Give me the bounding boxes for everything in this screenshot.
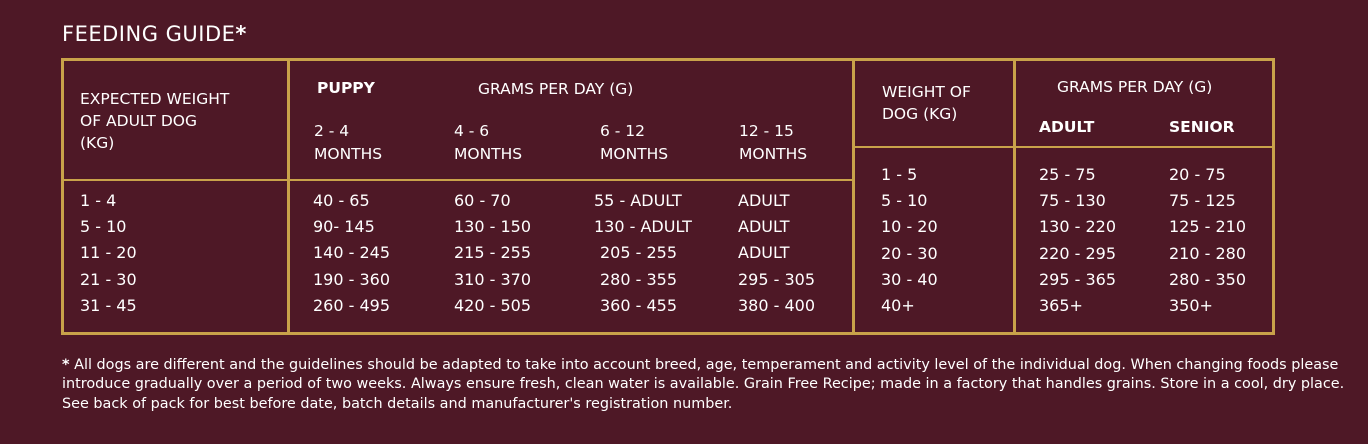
grams-cell: ADULT	[738, 243, 790, 263]
dog-weight-cell: 40+	[881, 295, 915, 315]
puppy-table-header-divider	[61, 179, 855, 181]
grams-cell: 55 - ADULT	[594, 191, 682, 210]
puppy-12-15-column: ADULT ADULT ADULT 295 - 305 380 - 400	[738, 188, 815, 319]
senior-cell: 20 - 75	[1169, 165, 1226, 184]
footnote-asterisk: *	[62, 357, 70, 373]
dog-weight-cell: 5 - 10	[881, 191, 928, 211]
grams-cell: 190 - 360	[313, 269, 391, 289]
grams-cell: 140 - 245	[313, 243, 391, 263]
puppy-2-4-column: 40 - 65 90- 145 140 - 245 190 - 360 260 …	[313, 188, 390, 319]
grams-cell: 90- 145	[313, 217, 375, 237]
grams-cell: 280 - 355	[600, 269, 678, 289]
dog-weight-column: 1 - 5 5 - 10 10 - 20 20 - 30 30 - 40 40+	[881, 162, 938, 319]
puppy-weight-column: 1 - 4 5 - 10 11 - 20 21 - 30 31 - 45	[80, 188, 137, 319]
grams-cell: 360 - 455	[600, 295, 678, 315]
dog-weight-cell: 1 - 5	[881, 165, 918, 184]
grams-cell: 260 - 495	[313, 295, 391, 315]
puppy-weight-cell: 21 - 30	[80, 269, 137, 289]
grams-cell: 60 - 70	[454, 191, 511, 210]
age-header-12-15: 12 - 15 MONTHS	[739, 122, 808, 163]
dog-weight-cell: 10 - 20	[881, 217, 938, 237]
expected-weight-header: EXPECTED WEIGHT OF ADULT DOG (KG)	[80, 90, 230, 152]
senior-cell: 210 - 280	[1169, 243, 1247, 263]
grams-cell: 420 - 505	[454, 295, 532, 315]
grams-cell: 215 - 255	[454, 243, 532, 263]
adult-cell: 25 - 75	[1039, 165, 1096, 184]
grams-cell: 295 - 305	[738, 269, 816, 289]
senior-cell: 280 - 350	[1169, 269, 1247, 289]
page-title: FEEDING GUIDE*	[62, 22, 247, 46]
title-text: FEEDING GUIDE	[62, 22, 236, 46]
age-header-6-12: 6 - 12 MONTHS	[600, 122, 669, 163]
adult-column: 25 - 75 75 - 130 130 - 220 220 - 295 295…	[1039, 162, 1116, 319]
adult-cell: 295 - 365	[1039, 269, 1117, 289]
adult-cell: 75 - 130	[1039, 191, 1106, 211]
senior-cell: 75 - 125	[1169, 191, 1236, 211]
grams-cell: 40 - 65	[313, 191, 370, 210]
dog-weight-header: WEIGHT OF DOG (KG)	[882, 83, 971, 123]
adult-table-header-divider	[852, 146, 1275, 148]
grams-cell: 380 - 400	[738, 295, 816, 315]
grams-cell: 130 - ADULT	[594, 217, 692, 237]
adult-cell: 130 - 220	[1039, 217, 1117, 237]
senior-column: 20 - 75 75 - 125 125 - 210 210 - 280 280…	[1169, 162, 1246, 319]
grams-cell: ADULT	[738, 217, 790, 237]
footnote-text: All dogs are different and the guideline…	[62, 357, 1345, 412]
grams-cell: 205 - 255	[600, 243, 678, 263]
dog-weight-cell: 20 - 30	[881, 243, 938, 263]
title-asterisk: *	[235, 22, 247, 46]
puppy-label: PUPPY	[317, 79, 375, 97]
grams-cell: 310 - 370	[454, 269, 532, 289]
puppy-weight-cell: 1 - 4	[80, 191, 117, 210]
senior-label: SENIOR	[1169, 118, 1235, 136]
senior-cell: 125 - 210	[1169, 217, 1247, 237]
senior-cell: 350+	[1169, 295, 1213, 315]
puppy-6-12-column: 55 - ADULT 130 - ADULT 205 - 255 280 - 3…	[594, 188, 692, 319]
adult-cell: 365+	[1039, 295, 1083, 315]
puppy-weight-cell: 5 - 10	[80, 217, 127, 237]
adult-table-grams-section	[1013, 58, 1275, 335]
grams-cell: ADULT	[738, 191, 790, 210]
puppy-grams-header: GRAMS PER DAY (G)	[478, 80, 634, 98]
adult-label: ADULT	[1039, 118, 1095, 136]
grams-cell: 130 - 150	[454, 217, 532, 237]
puppy-4-6-column: 60 - 70 130 - 150 215 - 255 310 - 370 42…	[454, 188, 531, 319]
dog-weight-cell: 30 - 40	[881, 269, 938, 289]
adult-cell: 220 - 295	[1039, 243, 1117, 263]
age-header-4-6: 4 - 6 MONTHS	[454, 122, 523, 163]
footnote: * All dogs are different and the guideli…	[62, 356, 1362, 414]
puppy-weight-cell: 31 - 45	[80, 295, 137, 315]
puppy-weight-cell: 11 - 20	[80, 243, 137, 263]
adult-grams-header: GRAMS PER DAY (G)	[1057, 78, 1213, 96]
age-header-2-4: 2 - 4 MONTHS	[314, 122, 383, 163]
